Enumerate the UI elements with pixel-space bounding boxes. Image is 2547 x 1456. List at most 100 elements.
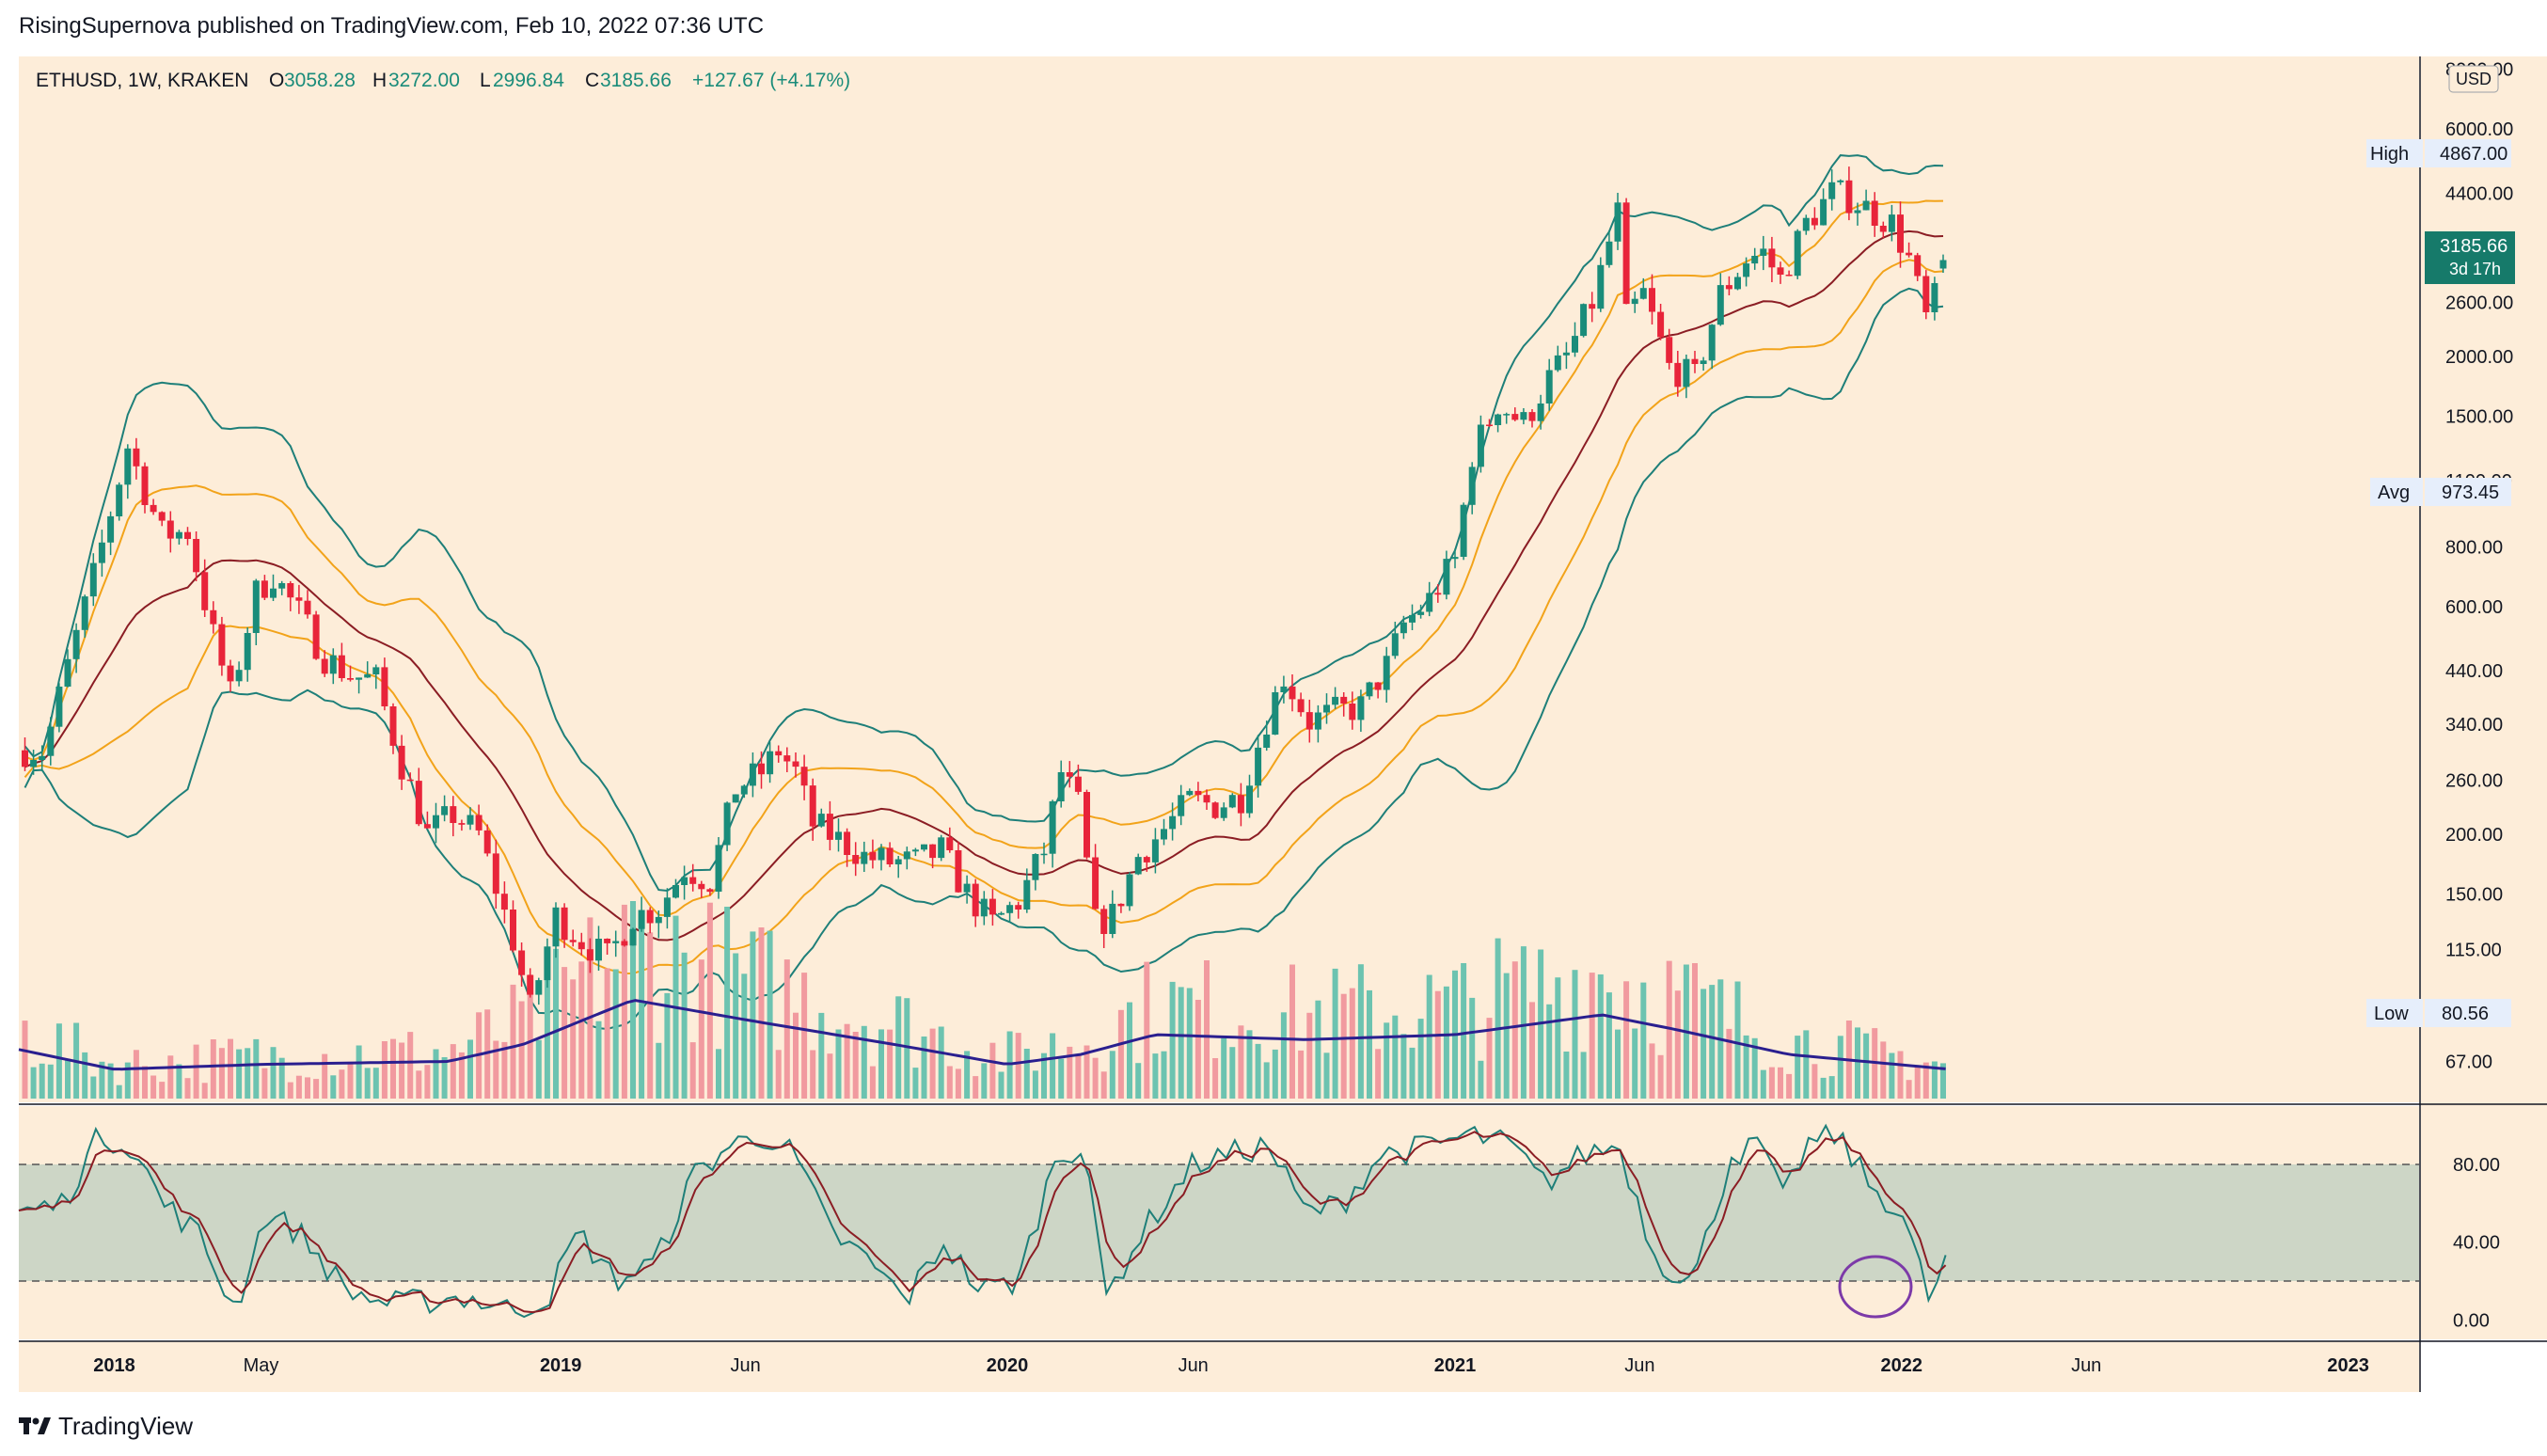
candle-body [184, 531, 191, 539]
candle-body [1228, 795, 1236, 808]
volume-bar [964, 1051, 971, 1099]
volume-bar [1272, 1049, 1278, 1099]
volume-bar [835, 1029, 842, 1099]
candle-body [844, 831, 851, 855]
volume-bar [1855, 1027, 1860, 1099]
volume-bar [1803, 1030, 1810, 1099]
volume-bar [818, 1012, 825, 1099]
volume-bar [1323, 1052, 1330, 1099]
volume-bar [1015, 1033, 1021, 1099]
volume-bar [621, 904, 627, 1099]
volume-bar [1135, 1063, 1142, 1099]
candle-body [1520, 412, 1527, 420]
candle-body [304, 600, 311, 615]
currency-badge[interactable]: USD [2448, 65, 2499, 93]
low-marker-value-bg [2425, 999, 2511, 1027]
volume-bar [1692, 963, 1698, 1099]
open-value: 3058.28 [284, 70, 356, 91]
candle-body [1922, 276, 1930, 312]
volume-bar [973, 1076, 979, 1099]
volume-bar [1940, 1063, 1946, 1099]
candle-body [698, 883, 705, 890]
candle-body [732, 794, 739, 803]
volume-bar [1469, 997, 1476, 1099]
volume-bar [775, 1050, 782, 1099]
candle-body [809, 785, 816, 827]
candle-body [193, 539, 200, 573]
candle-body [252, 580, 260, 633]
candle-body [295, 597, 303, 601]
volume-bar [1238, 1025, 1244, 1099]
volume-bar [827, 1053, 833, 1099]
oscillator-band [19, 1164, 2419, 1281]
volume-bar [424, 1065, 431, 1099]
volume-bar [467, 1039, 473, 1099]
candle-body [312, 614, 320, 659]
volume-bar [758, 927, 765, 1099]
candle-body [1639, 288, 1647, 299]
volume-bar [381, 1041, 388, 1099]
volume-bar [22, 1021, 28, 1099]
candle-body [389, 706, 397, 746]
candle-body [107, 515, 115, 543]
volume-bar [390, 1038, 396, 1099]
candle-body [1503, 414, 1511, 416]
volume-bar [1246, 1030, 1253, 1099]
top-bar: RisingSupernova published on TradingView… [0, 0, 2547, 56]
candle-body [1716, 285, 1724, 325]
volume-bar [861, 1025, 867, 1099]
candle-body [1751, 256, 1759, 264]
volume-bar [1050, 1033, 1056, 1099]
candle-body [826, 814, 833, 840]
volume-bar [193, 1044, 199, 1099]
volume-bar [1931, 1061, 1938, 1099]
candle-body [1134, 857, 1142, 875]
brand-logo[interactable]: TradingView [19, 1410, 193, 1442]
volume-bar [1032, 1070, 1038, 1099]
candle-body [441, 806, 449, 815]
candle-body [1845, 180, 1853, 214]
candle-body [433, 815, 439, 829]
volume-bar [1400, 1034, 1407, 1099]
symbol-label: ETHUSD, 1W, KRAKEN [36, 70, 248, 91]
candle-body [1734, 277, 1741, 290]
time-axis[interactable]: 2018 May 2019 Jun 2020 Jun 2021 Jun 2022 Jun 2023 [19, 1341, 2419, 1392]
volume-bar [1367, 989, 1372, 1099]
close-value: 3185.66 [600, 70, 672, 91]
volume-bar [124, 1062, 131, 1099]
volume-bar [1067, 1046, 1073, 1099]
chart-area[interactable]: ETHUSD, 1W, KRAKEN O 3058.28 H 3272.00 L… [0, 56, 2547, 1394]
volume-bar [1751, 1037, 1758, 1099]
volume-bar [664, 992, 671, 1099]
volume-bar [578, 961, 585, 1099]
volume-bar [1520, 946, 1527, 1099]
candle-body [356, 677, 363, 680]
volume-bar [1632, 1028, 1638, 1099]
candle-body [595, 939, 602, 961]
low-marker: Low 80.56 [2366, 999, 2511, 1027]
volume-bar [938, 1026, 944, 1099]
oscillator-pane[interactable] [18, 1106, 2419, 1339]
candle-body [1614, 202, 1622, 242]
candle-body [569, 940, 577, 942]
candle-body [270, 588, 277, 598]
volume-bar [1922, 1062, 1929, 1099]
high-marker-label-bg [2366, 139, 2423, 167]
candle-body [1280, 686, 1288, 692]
candle-body [1169, 815, 1177, 830]
volume-bar [518, 1001, 525, 1099]
time-axis-label: Jun [730, 1355, 760, 1376]
volume-bar [1734, 981, 1741, 1099]
price-pane[interactable]: ETHUSD, 1W, KRAKEN O 3058.28 H 3272.00 L… [18, 56, 2419, 1102]
volume-bar [989, 1042, 996, 1099]
volume-bar [1897, 1051, 1904, 1099]
candle-body [706, 889, 714, 893]
volume-bar [1863, 1033, 1870, 1099]
candle-body [1066, 772, 1073, 777]
volume-bar [1511, 961, 1518, 1099]
candle-body [55, 687, 63, 727]
candle-body [1906, 252, 1913, 256]
volume-bar [1649, 1043, 1655, 1099]
brand-name: TradingView [58, 1411, 194, 1440]
candle-body [552, 907, 560, 947]
